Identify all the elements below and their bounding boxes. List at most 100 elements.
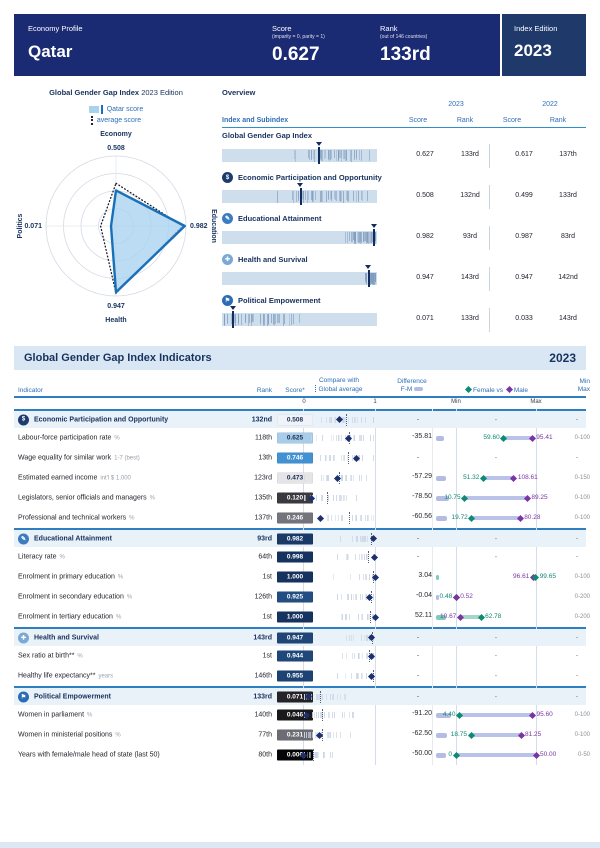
distribution-tick-icon (368, 150, 370, 162)
distribution-tick-icon (333, 455, 335, 461)
distribution-tick-icon (240, 314, 242, 325)
distribution-tick-icon (316, 712, 318, 718)
overview-row-name: ⚑ Political Empowerment (222, 295, 321, 306)
global-average-line-icon (313, 749, 315, 761)
indicators-year: 2023 (549, 351, 576, 365)
indicator-label: Women in parliament (18, 711, 85, 719)
distribution-tick-icon (359, 574, 361, 580)
distribution-tick-icon (343, 191, 345, 203)
compare-global-average-chart (303, 669, 376, 683)
male-female-range-bar (460, 615, 482, 619)
distribution-tick-icon (346, 653, 347, 659)
male-value: 81.25 (525, 731, 542, 738)
male-value: 0.52 (460, 593, 473, 600)
overview-score-2022: 0.947 (515, 274, 533, 281)
indicator-unit: % (126, 594, 133, 600)
distribution-tick-icon (340, 455, 342, 461)
male-female-range-bar (471, 733, 521, 737)
distribution-tick-icon (370, 273, 372, 281)
male-value: 96.61 (513, 573, 530, 580)
dash: - (494, 634, 498, 641)
overview-score-2022: 0.987 (515, 233, 533, 240)
distribution-tick-icon (358, 554, 360, 560)
distribution-tick-icon (348, 614, 350, 620)
distribution-tick-icon (328, 150, 330, 159)
indicator-row: Women in parliament% 140th 0.046 -91.20 4.40… (14, 705, 590, 725)
score-badge: 0.046 (277, 709, 313, 721)
score-badge: 0.625 (277, 432, 313, 444)
min-max-cell: - (576, 673, 578, 679)
overview-score-2023: 0.947 (416, 274, 434, 281)
overview-row-name: Global Gender Gap Index (222, 131, 312, 140)
score-badge: 0.231 (277, 729, 313, 741)
difference-f-m-cell: - (378, 633, 446, 643)
axis-labels-row: 0 1 Min Max (14, 398, 586, 409)
overview-row: ✚ Health and Survival 0.947 143rd 0.947 142nd (222, 251, 586, 292)
overview-rank-2022: 133rd (559, 192, 577, 199)
distribution-tick-icon (366, 232, 368, 244)
distribution-tick-icon (360, 435, 362, 441)
compare-global-average-chart (303, 570, 379, 584)
distribution-tick-icon (365, 673, 367, 679)
distribution-tick-icon (319, 712, 321, 718)
axis-max: Max (530, 399, 542, 405)
difference-f-m-cell: 3.04 (378, 572, 446, 582)
distribution-tick-icon (358, 673, 360, 679)
global-average-line-icon (367, 551, 369, 563)
axis-one: 1 (373, 399, 377, 405)
distribution-tick-icon (324, 150, 326, 160)
svg-text:Education: Education (210, 209, 217, 243)
difference-value: -0.04 (416, 592, 432, 599)
overview-rank-2023: 132nd (460, 192, 480, 199)
distribution-tick-icon (311, 191, 313, 203)
distribution-tick-icon (355, 594, 357, 600)
distribution-tick-icon (364, 554, 366, 560)
average-dotted-icon (315, 384, 317, 392)
distribution-tick-icon (328, 416, 330, 423)
female-vs-male-cell: 51.32 108.61 (446, 471, 546, 485)
score-badge: 0.473 (277, 472, 313, 484)
distribution-tick-icon (330, 150, 332, 160)
distribution-tick-icon (356, 535, 357, 542)
distribution-tick-icon (313, 712, 315, 718)
distribution-tick-icon (346, 594, 348, 600)
indicator-rank: 135th (254, 494, 272, 502)
distribution-tick-icon (227, 314, 229, 323)
distribution-tick-icon (330, 191, 332, 202)
distribution-tick-icon (331, 150, 332, 160)
indicator-name: ⚑ Political Empowerment (18, 691, 111, 702)
distribution-tick-icon (366, 653, 368, 659)
difference-f-m-cell: 52.11 (378, 612, 446, 622)
indicator-rank: 1st (262, 652, 272, 660)
overview-table-header: Index and Subindex 2023 2022 Score Rank … (222, 101, 586, 128)
distribution-tick-icon (353, 475, 355, 481)
distribution-tick-icon (346, 614, 348, 620)
col-year-2023: 2023 (448, 101, 464, 108)
distribution-tick-icon (321, 712, 323, 718)
distribution-tick-icon (355, 554, 357, 560)
difference-f-m-cell: - (378, 415, 446, 425)
distribution-tick-icon (354, 416, 356, 423)
indicator-row: Years with female/male head of state (la… (14, 745, 590, 765)
radar-panel: Global Gender Gap Index 2023 Edition Qat… (14, 88, 218, 340)
qatar-marker-icon (318, 147, 321, 164)
female-vs-male-cell: 96.61 99.65 (446, 570, 556, 584)
distribution-tick-icon (370, 435, 372, 441)
min-max-cell: 0-100 (574, 495, 590, 501)
indicator-row: Wage equality for similar work 1-7 (best)… (14, 448, 586, 468)
distribution-tick-icon (340, 475, 342, 481)
distribution-tick-icon (331, 416, 332, 423)
indicator-row: Professional and technical workers% 137th… (14, 508, 590, 528)
indicator-name: Enrolment in primary education% (18, 574, 123, 581)
distribution-tick-icon (350, 150, 352, 161)
economy-icon: $ (18, 414, 29, 425)
difference-bar-icon (436, 475, 447, 481)
distribution-tick-icon (291, 191, 293, 201)
qatar-marker-icon (100, 105, 103, 114)
distribution-tick-icon (363, 232, 364, 242)
global-average-line-icon (319, 690, 321, 703)
overview-row-label: Educational Attainment (238, 214, 322, 223)
distribution-tick-icon (323, 752, 325, 758)
distribution-tick-icon (327, 475, 329, 481)
